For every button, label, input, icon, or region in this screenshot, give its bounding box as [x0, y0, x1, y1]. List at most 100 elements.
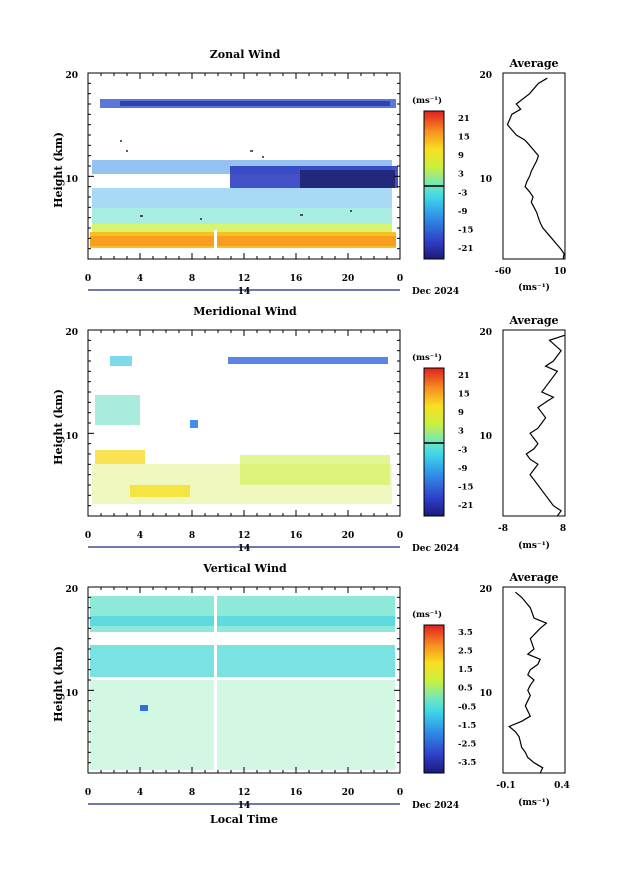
- x-tick-label: 8: [189, 274, 195, 284]
- x-tick-label: 0: [397, 788, 403, 798]
- average-title: Average: [508, 314, 558, 327]
- y-tick-label: 20: [479, 328, 492, 338]
- colorbar-tick-label: -9: [458, 464, 468, 474]
- x-tick-label: 0: [85, 274, 91, 284]
- colorbar-tick-label: -15: [458, 482, 473, 492]
- x-tick-label: 20: [342, 788, 355, 798]
- colorbar-tick-labels: 3.5 2.5 1.5 0.5 -0.5 -1.5 -2.5 -3.5: [458, 628, 476, 768]
- avg-x-tick: -0.1: [496, 781, 515, 791]
- x-tick-label: 0: [397, 531, 403, 541]
- x-axis-label: Local Time: [210, 813, 278, 826]
- x-tick-label: 20: [342, 531, 355, 541]
- y-axis-label: Height (km): [52, 132, 65, 208]
- axis-ticks-zonal: [87, 72, 401, 260]
- x-tick-label: 12: [238, 274, 251, 284]
- panel-title: Zonal Wind: [210, 48, 281, 61]
- date-label: Dec 2024: [412, 544, 459, 554]
- date-day-label: 14: [238, 544, 251, 554]
- panel-meridional: Meridional Wind 20 10 Height (km) 0 4 8 12 1…: [52, 305, 566, 554]
- x-tick-labels: 0 4 8 12 16 20 0: [85, 531, 403, 541]
- colorbar-tick-label: -9: [458, 207, 468, 217]
- heatmap-meridional: [92, 356, 392, 504]
- x-tick-label: 0: [85, 531, 91, 541]
- x-tick-label: 8: [189, 531, 195, 541]
- y-tick-label: 10: [479, 432, 492, 442]
- y-axis-label: Height (km): [52, 389, 65, 465]
- colorbar-tick-label: -3.5: [458, 758, 476, 768]
- avg-x-label: (ms⁻¹): [518, 540, 550, 551]
- heatmap-vertical: [90, 596, 395, 776]
- y-tick-label: 10: [479, 689, 492, 699]
- avg-x-tick: 0.4: [554, 781, 570, 791]
- x-tick-labels: 0 4 8 12 16 20 0: [85, 788, 403, 798]
- colorbar-tick-label: -3: [458, 188, 468, 198]
- colorbar-tick-label: 15: [458, 133, 470, 143]
- avg-x-tick: 10: [554, 267, 567, 277]
- avg-x-label: (ms⁻¹): [518, 282, 550, 293]
- colorbar-tick-label: -21: [458, 244, 473, 254]
- average-plot-frame: [502, 329, 566, 517]
- avg-x-label: (ms⁻¹): [518, 797, 550, 808]
- colorbar-tick-label: 3: [458, 170, 464, 180]
- colorbar-tick-label: 0.5: [458, 684, 473, 694]
- y-tick-label: 10: [65, 175, 78, 185]
- x-tick-label: 4: [137, 788, 143, 798]
- x-tick-label: 16: [290, 531, 303, 541]
- average-title: Average: [508, 57, 558, 70]
- colorbar: [423, 110, 445, 260]
- date-day-label: 14: [238, 801, 251, 811]
- y-tick-label: 10: [479, 175, 492, 185]
- x-tick-label: 0: [397, 274, 403, 284]
- colorbar-tick-labels: 21 15 9 3 -3 -9 -15 -21: [458, 371, 473, 511]
- avg-x-tick: 8: [560, 524, 566, 534]
- colorbar-tick-label: 21: [458, 114, 470, 124]
- y-tick-label: 20: [65, 585, 78, 595]
- panel-title: Vertical Wind: [202, 562, 287, 575]
- colorbar-tick-label: 1.5: [458, 665, 473, 675]
- average-profile-line: [508, 591, 548, 774]
- x-tick-labels: 0 4 8 12 16 20 0: [85, 274, 403, 284]
- colorbar-tick-label: 9: [458, 151, 464, 161]
- y-tick-label: 20: [65, 328, 78, 338]
- colorbar-tick-label: 3.5: [458, 628, 473, 638]
- x-tick-label: 12: [238, 531, 251, 541]
- colorbar-units: (ms⁻¹): [412, 609, 442, 620]
- x-tick-label: 0: [85, 788, 91, 798]
- date-label: Dec 2024: [412, 801, 459, 811]
- date-day-label: 14: [238, 287, 251, 297]
- colorbar-tick-label: -2.5: [458, 739, 476, 749]
- x-tick-label: 12: [238, 788, 251, 798]
- panel-zonal: Zonal Wind 20 10 Height (km) 0: [52, 48, 566, 297]
- panel-title: Meridional Wind: [193, 305, 297, 318]
- x-tick-label: 16: [290, 788, 303, 798]
- panel-vertical: Vertical Wind 20 10 Height (km) 0 4 8 12 16 2…: [52, 562, 570, 826]
- heatmap-zonal: [88, 90, 400, 258]
- average-title: Average: [508, 571, 558, 584]
- avg-x-tick: -60: [495, 267, 511, 277]
- colorbar-tick-label: -3: [458, 445, 468, 455]
- colorbar-tick-label: -1.5: [458, 721, 476, 731]
- avg-x-tick: -8: [498, 524, 508, 534]
- average-profile-line: [525, 334, 566, 517]
- colorbar-units: (ms⁻¹): [412, 95, 442, 106]
- average-plot-frame: [502, 586, 566, 774]
- y-tick-label: 20: [479, 585, 492, 595]
- axis-ticks-meridional: [87, 329, 401, 517]
- y-axis-label: Height (km): [52, 646, 65, 722]
- y-tick-label: 10: [65, 689, 78, 699]
- colorbar-tick-labels: 21 15 9 3 -3 -9 -15 -21: [458, 114, 473, 254]
- colorbar-tick-label: 3: [458, 427, 464, 437]
- colorbar-tick-label: 21: [458, 371, 470, 381]
- colorbar-tick-label: 15: [458, 390, 470, 400]
- axis-ticks-vertical: [87, 586, 401, 774]
- y-tick-label: 20: [65, 71, 78, 81]
- y-tick-label: 10: [65, 432, 78, 442]
- x-tick-label: 20: [342, 274, 355, 284]
- x-tick-label: 4: [137, 531, 143, 541]
- colorbar-tick-label: 9: [458, 408, 464, 418]
- colorbar: [423, 367, 445, 517]
- x-tick-label: 16: [290, 274, 303, 284]
- colorbar-tick-label: -21: [458, 501, 473, 511]
- x-tick-label: 4: [137, 274, 143, 284]
